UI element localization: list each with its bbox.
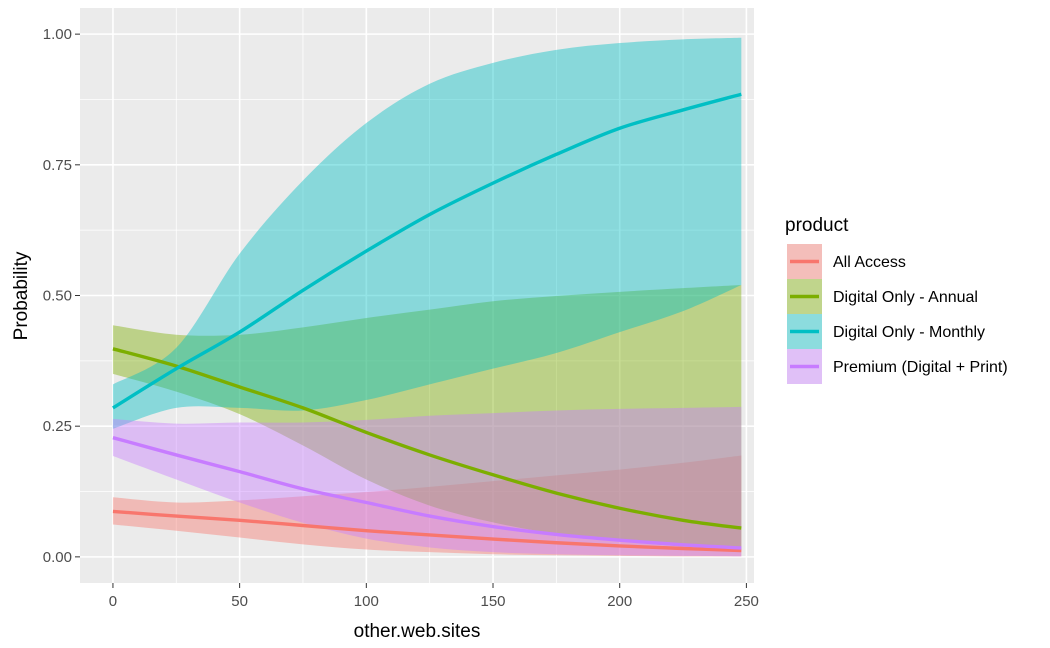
ribbon-all-access (112, 455, 742, 557)
x-axis: 0 50 100 150 200 250 (109, 583, 759, 610)
line-all-access (112, 509, 742, 553)
x-tick-label: 150 (480, 593, 505, 610)
ribbon-digital-only-annual (112, 285, 742, 550)
confidence-ribbons (112, 37, 742, 557)
line-digital-only-monthly (112, 92, 742, 410)
x-tick-label: 100 (354, 593, 379, 610)
x-tick-label: 200 (607, 593, 632, 610)
x-tick-label: 250 (734, 593, 759, 610)
legend-label: Digital Only - Annual (833, 289, 978, 306)
x-axis-title: other.web.sites (354, 621, 481, 642)
x-tick-label: 50 (231, 593, 248, 610)
y-axis: 0.00 0.25 0.50 0.75 1.00 (43, 26, 80, 566)
line-premium-digital-print- (112, 436, 742, 550)
legend-label: All Access (833, 254, 906, 271)
minor-grid (80, 8, 754, 583)
ribbon-digital-only-monthly (112, 37, 742, 429)
legend-label: Digital Only - Monthly (833, 324, 985, 341)
y-axis-title: Probability (11, 251, 32, 340)
y-tick-label: 0.25 (43, 418, 72, 435)
y-tick-label: 0.75 (43, 157, 72, 174)
x-tick-label: 0 (109, 593, 117, 610)
legend: product All Access Digital Only - Annual D… (785, 215, 1008, 384)
y-tick-label: 0.00 (43, 549, 72, 566)
series-lines (112, 92, 742, 553)
y-tick-label: 1.00 (43, 26, 72, 43)
legend-title: product (785, 215, 849, 236)
y-tick-label: 0.50 (43, 288, 72, 305)
ribbon-premium-digital-print- (112, 406, 742, 557)
legend-label: Premium (Digital + Print) (833, 359, 1008, 376)
line-digital-only-annual (112, 347, 742, 530)
major-grid (80, 8, 754, 583)
